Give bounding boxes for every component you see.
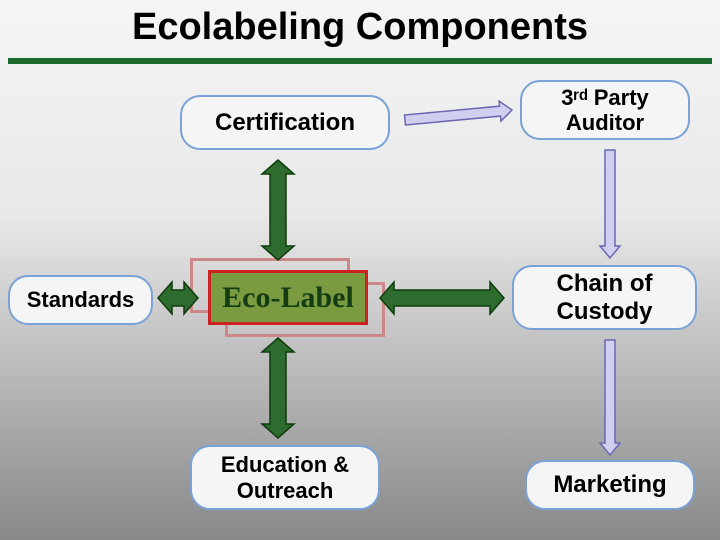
node-label: Standards xyxy=(27,287,135,312)
node-label: Certification xyxy=(215,109,355,137)
node-chain: Chain ofCustody xyxy=(512,265,697,330)
node-label: Education &Outreach xyxy=(221,452,349,503)
title-underline xyxy=(8,58,712,64)
node-auditor: 3ʳᵈ PartyAuditor xyxy=(520,80,690,140)
page-title: Ecolabeling Components xyxy=(0,6,720,49)
node-standards: Standards xyxy=(8,275,153,325)
eco-label-text: Eco-Label xyxy=(222,281,354,315)
node-label: 3ʳᵈ PartyAuditor xyxy=(561,85,649,136)
node-label: Chain ofCustody xyxy=(557,270,653,325)
node-label: Marketing xyxy=(553,471,666,499)
node-eco-label: Eco-Label xyxy=(208,270,368,325)
node-education: Education &Outreach xyxy=(190,445,380,510)
node-marketing: Marketing xyxy=(525,460,695,510)
node-certification: Certification xyxy=(180,95,390,150)
